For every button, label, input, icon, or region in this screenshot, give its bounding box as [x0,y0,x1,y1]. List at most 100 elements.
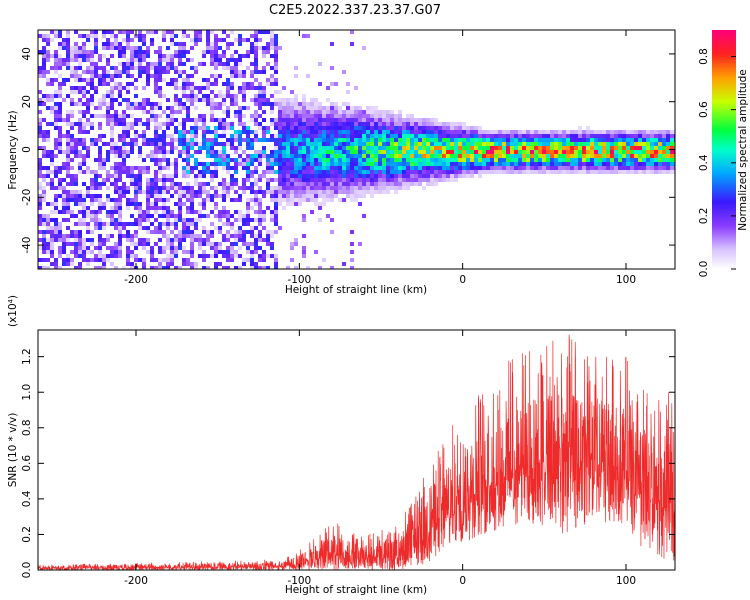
spectrogram-cell [586,146,590,150]
spectrogram-cell [410,154,414,158]
spectrogram-cell [78,74,82,78]
spectrogram-cell [274,134,278,138]
spectrogram-cell [318,266,322,269]
spectrogram-cell [534,146,538,150]
spectrogram-cell [234,114,238,118]
spectrogram-cell [194,70,198,74]
spectrogram-cell [294,102,298,106]
spectrogram-cell [298,166,302,170]
spectrogram-cell [78,118,82,122]
spectrogram-cell [238,122,242,126]
spectrogram-cell [266,238,270,242]
spectrogram-cell [118,50,122,54]
spectrogram-cell [110,66,114,70]
spectrogram-cell [290,150,294,154]
spectrogram-cell [294,150,298,154]
spectrogram-cell [474,130,478,134]
spectrogram-cell [246,54,250,58]
spectrogram-cell [190,74,194,78]
spectrogram-cell [166,66,170,70]
spectrogram-cell [138,62,142,66]
spectrogram-cell [250,170,254,174]
spectrogram-cell [178,142,182,146]
spectrogram-cell [406,146,410,150]
spectrogram-cell [278,142,282,146]
spectrogram-cell [330,218,334,222]
spectrogram-cell [362,194,366,198]
spectrogram-cell [78,162,82,166]
spectrogram-cell [386,182,390,186]
spectrogram-cell [174,146,178,150]
spectrogram-cell [238,194,242,198]
spectrogram-cell [334,82,338,86]
spectrogram-cell [458,134,462,138]
spectrogram-cell [322,142,326,146]
spectrogram-cell [206,194,210,198]
spectrogram-cell [98,98,102,102]
spectrogram-cell [378,150,382,154]
spectrogram-cell [398,178,402,182]
spectrogram-cell [310,114,314,118]
spectrogram-cell [354,158,358,162]
spectrogram-cell [222,238,226,242]
spectrogram-cell [50,242,54,246]
spectrogram-cell [358,138,362,142]
spectrogram-cell [54,30,58,34]
spectrogram-cell [526,166,530,170]
spectrogram-cell [458,150,462,154]
spectrogram-cell [330,162,334,166]
spectrogram-cell [618,162,622,166]
spectrogram-cell [146,226,150,230]
spectrogram-cell [194,130,198,134]
spectrogram-frame [37,29,676,270]
spectrogram-cell [194,266,198,269]
spectrogram-cell [318,142,322,146]
spectrogram-cell [438,154,442,158]
spectrogram-cell [58,126,62,130]
spectrogram-cell [234,134,238,138]
spectrogram-cell [250,70,254,74]
spectrogram-cell [154,30,158,34]
spectrogram-cell [90,258,94,262]
spectrogram-cell [658,134,662,138]
spectrogram-cell [358,126,362,130]
spectrogram-cell [126,82,130,86]
spectrogram-cell [630,150,634,154]
spectrogram-cell [498,138,502,142]
spectrogram-cell [282,198,286,202]
spectrogram-cell [478,126,482,130]
spectrogram-cell [126,74,130,78]
spectrogram-cell [206,234,210,238]
spectrogram-cell [206,166,210,170]
spectrogram-cell [98,258,102,262]
spectrogram-cell [210,62,214,66]
spectrogram-cell [406,114,410,118]
spectrogram-cell [146,138,150,142]
spectrogram-cell [138,38,142,42]
spectrogram-cell [250,50,254,54]
spectrogram-cell [226,106,230,110]
spectrogram-cell [598,170,602,174]
spectrogram-cell [286,198,290,202]
spectrogram-cell [394,190,398,194]
spectrogram-cell [110,98,114,102]
spectrogram-cell [582,138,586,142]
spectrogram-cell [242,230,246,234]
spectrogram-cell [578,126,582,130]
spectrogram-cell [186,154,190,158]
spectrogram-cell [102,254,106,258]
spectrogram-cell [46,202,50,206]
spectrogram-cell [66,30,70,34]
spectrogram-cell [238,42,242,46]
spectrogram-cell [410,166,414,170]
spectrogram-cell [230,178,234,182]
spectrogram-cell [42,150,46,154]
spectrogram-cell [206,230,210,234]
spectrogram-cell [198,238,202,242]
spectrogram-cell [626,158,630,162]
spectrogram-cell [210,54,214,58]
spectrogram-cell [462,146,466,150]
spectrogram-cell [142,38,146,42]
spectrogram-cell [322,138,326,142]
spectrogram-cell [670,154,674,158]
